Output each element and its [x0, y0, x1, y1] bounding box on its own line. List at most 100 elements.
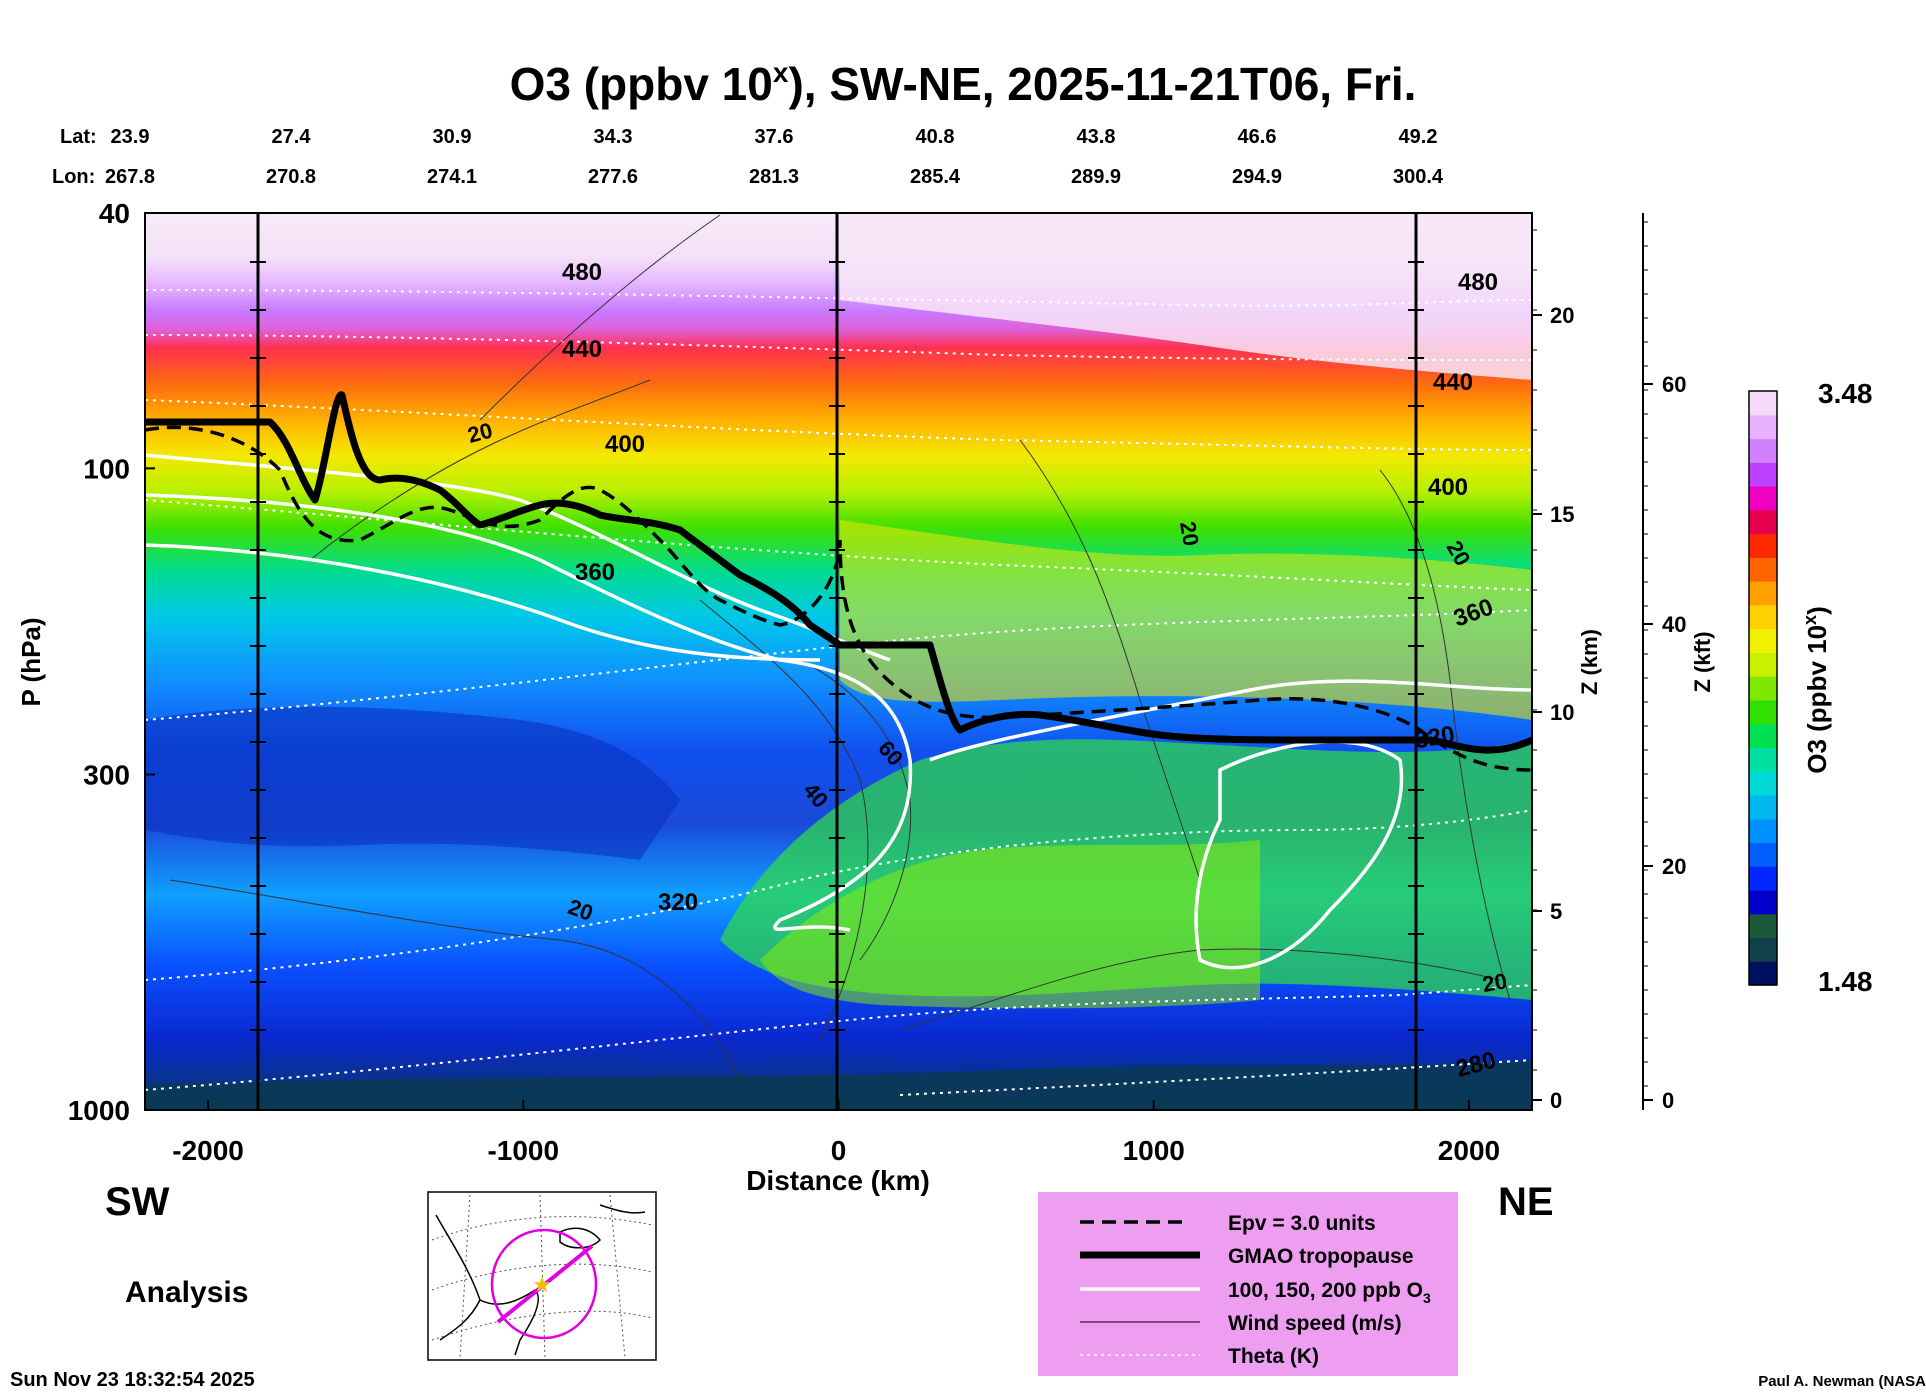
- colorbar-step: [1749, 676, 1777, 701]
- wind-contour-40: [699, 599, 869, 1041]
- x-tick-label: -2000: [172, 1135, 244, 1166]
- y-axis-label: P (hPa): [16, 617, 46, 706]
- colorbar-step: [1749, 652, 1777, 677]
- lat-value: 49.2: [1399, 126, 1438, 148]
- legend-label-ozone: 100, 150, 200 ppb O3: [1228, 1279, 1431, 1306]
- z-km-tick-label: 10: [1550, 700, 1574, 725]
- lat-value: 46.6: [1238, 126, 1277, 148]
- theta-contour-400: [145, 399, 1532, 451]
- lon-value: 274.1: [427, 166, 477, 188]
- colorbar-step: [1749, 486, 1777, 511]
- ozone-contour-200: [145, 543, 821, 662]
- colorbar-step: [1749, 771, 1777, 796]
- theta-contour-label: 360: [575, 559, 615, 586]
- colorbar-step: [1749, 723, 1777, 748]
- colorbar-step: [1749, 438, 1777, 463]
- colorbar-frame: [1748, 390, 1778, 986]
- wind-contour-sw: [309, 379, 651, 561]
- ne-yellow-region: [840, 520, 1532, 720]
- colorbar-step: [1749, 462, 1777, 487]
- colorbar-step: [1749, 604, 1777, 630]
- sw-dark-blue-region: [145, 706, 680, 860]
- lat-value: 40.8: [916, 126, 955, 148]
- ne-upper-band: [840, 213, 1532, 380]
- theta-contour-280: [899, 1059, 1532, 1096]
- lat-value: 34.3: [594, 126, 633, 148]
- marker-ticks: [250, 261, 1424, 1031]
- colorbar-step: [1749, 747, 1777, 772]
- credit: Paul A. Newman (NASA: [1758, 1373, 1926, 1390]
- theta-contour-480: [145, 289, 1532, 307]
- colorbar-step: [1749, 699, 1777, 725]
- z-km-axis: 20 15 10 5 0: [1531, 213, 1574, 1113]
- tropopause-path: [145, 391, 1532, 754]
- lon-value: 270.8: [266, 166, 316, 188]
- lon-value: 294.9: [1232, 166, 1282, 188]
- ne-lime-core: [760, 840, 1260, 1009]
- z-kft-tick-label: 20: [1662, 854, 1686, 879]
- inset-map-center-star: ★: [532, 1272, 552, 1297]
- theta-contour-300: [145, 984, 1532, 1091]
- timestamp: Sun Nov 23 18:32:54 2025: [10, 1369, 255, 1391]
- legend-label-tropopause: GMAO tropopause: [1228, 1245, 1414, 1268]
- lat-value: 23.9: [111, 126, 150, 148]
- colorbar-step: [1749, 889, 1777, 915]
- x-tick-label: 0: [831, 1135, 847, 1166]
- y-tick-label: 1000: [68, 1095, 130, 1126]
- legend-labels: Epv = 3.0 units GMAO tropopause 100, 150…: [1228, 1212, 1431, 1368]
- colorbar-min-label: 1.48: [1818, 966, 1873, 997]
- inset-map-section-line: [496, 1244, 594, 1324]
- z-km-tick-label: 0: [1550, 1088, 1562, 1113]
- theta-contour-label: 400: [1428, 474, 1468, 501]
- lon-value: 285.4: [910, 166, 961, 188]
- z-km-label: Z (km): [1577, 629, 1602, 695]
- direction-sw: SW: [105, 1180, 170, 1224]
- colorbar-step: [1749, 866, 1777, 891]
- theta-contour-360: [145, 499, 1532, 591]
- colorbar-step: [1749, 581, 1777, 606]
- wind-contour-20-low: [169, 879, 741, 1081]
- y-tick-label: 100: [83, 453, 130, 484]
- inset-map-circle: [490, 1228, 598, 1340]
- theta-contour-label: 440: [562, 336, 602, 363]
- wind-contour-label: 20: [1175, 519, 1204, 547]
- lat-value: 37.6: [755, 126, 794, 148]
- chart-title: O3 (ppbv 10x), SW-NE, 2025-11-21T06, Fri…: [510, 57, 1417, 110]
- x-tick-label: -1000: [487, 1135, 559, 1166]
- lon-value: 289.9: [1071, 166, 1121, 188]
- theta-contour-label: 480: [1458, 269, 1498, 296]
- z-kft-label: Z (kft): [1690, 631, 1715, 692]
- ozone-contour-150: [145, 493, 913, 932]
- z-kft-tick-label: 60: [1662, 372, 1686, 397]
- lon-value: 267.8: [105, 166, 155, 188]
- colorbar-step: [1749, 818, 1777, 844]
- colorbar-step: [1749, 391, 1777, 416]
- ozone-contour-ne-100: [929, 679, 1532, 762]
- section-marker-lines: [256, 213, 1418, 1110]
- colorbar-label: O3 (ppbv 10x): [1800, 606, 1832, 774]
- y-tick-label: 40: [99, 198, 130, 229]
- lon-value: 300.4: [1393, 166, 1444, 188]
- lat-value: 27.4: [272, 126, 312, 148]
- y-axis-pressure: 40 100 300 1000: [68, 198, 155, 1126]
- wind-contour-label: 20: [1480, 968, 1508, 997]
- z-km-tick-label: 20: [1550, 303, 1574, 328]
- x-tick-label: 2000: [1438, 1135, 1500, 1166]
- legend-label-epv: Epv = 3.0 units: [1228, 1212, 1376, 1235]
- inset-map-grid: [431, 1194, 653, 1359]
- inset-map-coastlines: [435, 1204, 646, 1356]
- y-tick-label: 300: [83, 759, 130, 790]
- z-kft-tick-label: 0: [1662, 1088, 1674, 1113]
- theta-contour-440: [145, 334, 1532, 361]
- colorbar-step: [1749, 533, 1777, 558]
- z-kft-tick-label: 40: [1662, 612, 1686, 637]
- wind-contour-60: [799, 659, 912, 961]
- lat-value: 30.9: [433, 126, 472, 148]
- colorbar-max-label: 3.48: [1818, 378, 1873, 409]
- direction-ne: NE: [1498, 1180, 1554, 1224]
- z-km-tick-label: 15: [1550, 502, 1574, 527]
- inset-map: ★: [427, 1191, 657, 1361]
- colorbar-step: [1749, 509, 1777, 535]
- z-kft-axis: 60 40 20 0: [1642, 213, 1686, 1113]
